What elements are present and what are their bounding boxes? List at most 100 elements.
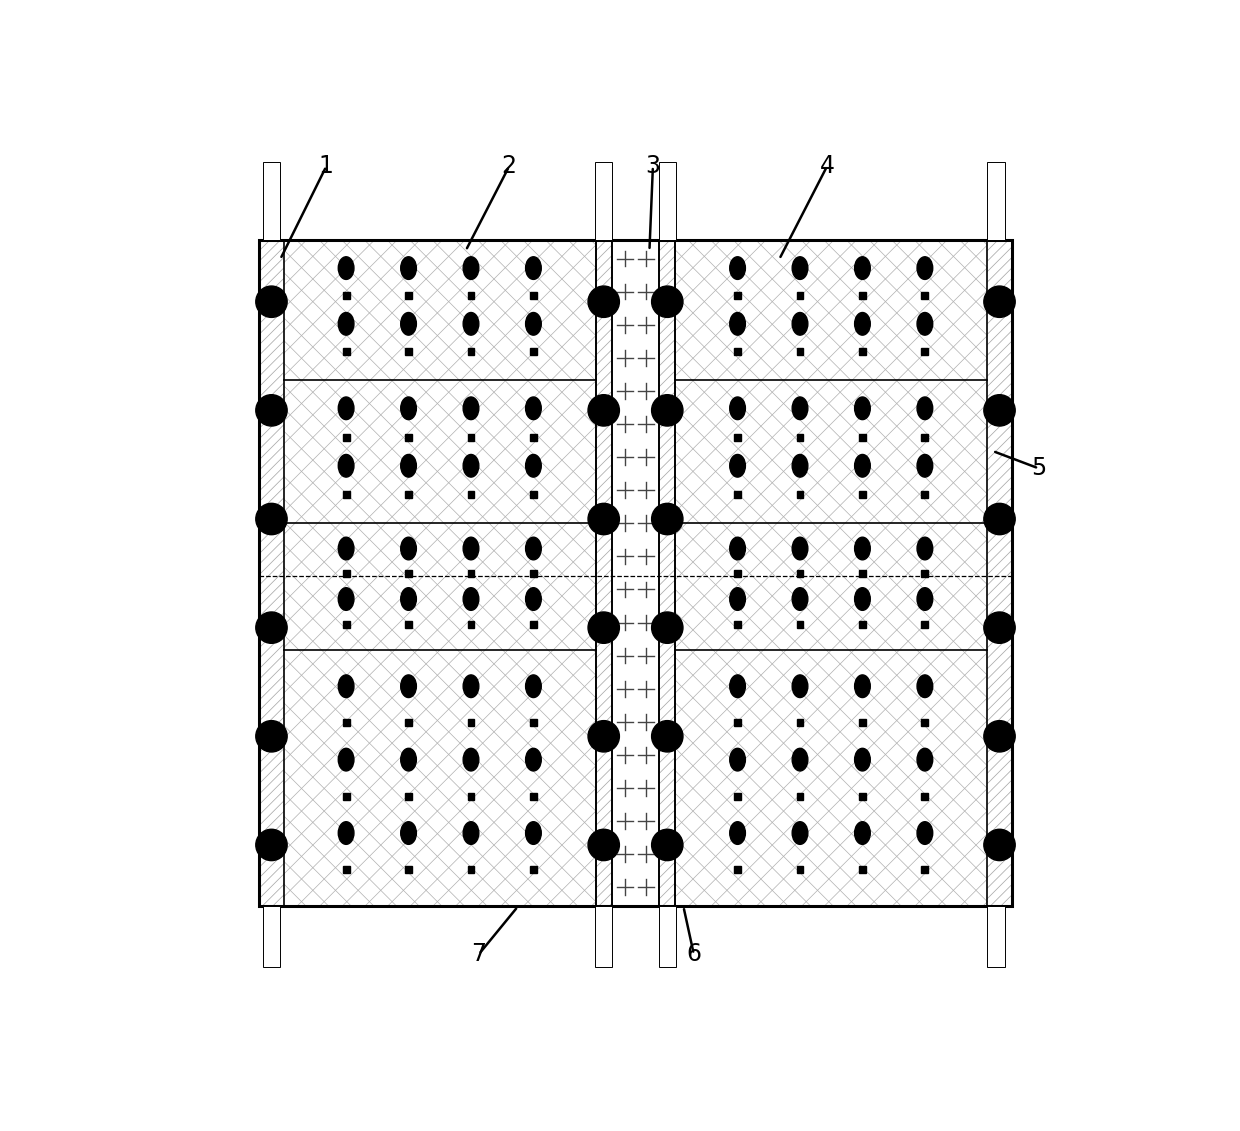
Ellipse shape [854,537,870,560]
Ellipse shape [854,749,870,771]
Bar [405,866,412,873]
Ellipse shape [526,588,542,611]
Ellipse shape [729,257,745,279]
Ellipse shape [792,749,807,771]
Ellipse shape [339,455,353,477]
Bar [263,906,280,967]
Ellipse shape [526,749,542,771]
Ellipse shape [854,257,870,279]
Text: 2: 2 [502,154,517,179]
Ellipse shape [464,537,479,560]
Ellipse shape [401,455,417,477]
Ellipse shape [339,312,353,335]
Bar [467,793,475,800]
Ellipse shape [918,257,932,279]
Ellipse shape [464,749,479,771]
Bar [734,491,742,498]
Bar [921,570,929,577]
Ellipse shape [464,455,479,477]
Bar [259,240,1012,906]
Bar [467,433,475,441]
Bar [734,433,742,441]
Circle shape [588,503,620,535]
Bar [595,906,613,967]
Bar [987,906,1004,967]
Bar [921,793,929,800]
Bar [342,293,350,300]
Ellipse shape [526,822,542,845]
Bar [529,433,537,441]
Circle shape [588,829,620,861]
Ellipse shape [729,822,745,845]
Bar [595,162,613,240]
Bar [921,491,929,498]
Bar [859,433,866,441]
Ellipse shape [464,822,479,845]
Ellipse shape [792,822,807,845]
Ellipse shape [526,455,542,477]
Ellipse shape [729,749,745,771]
Bar [796,621,804,628]
Bar [529,570,537,577]
Bar [467,719,475,726]
Circle shape [588,395,620,426]
Bar [796,433,804,441]
Ellipse shape [918,397,932,420]
Circle shape [255,720,288,752]
Bar [796,293,804,300]
Bar [529,348,537,355]
Bar [529,793,537,800]
Bar [611,240,660,906]
Ellipse shape [401,397,417,420]
Ellipse shape [729,312,745,335]
Bar [859,793,866,800]
Bar [796,570,804,577]
Circle shape [651,612,683,644]
Circle shape [255,286,288,318]
Ellipse shape [401,537,417,560]
Circle shape [983,829,1016,861]
Ellipse shape [854,588,870,611]
Bar [796,719,804,726]
Bar [734,570,742,577]
Ellipse shape [854,397,870,420]
Bar [529,491,537,498]
Circle shape [255,503,288,535]
Circle shape [651,720,683,752]
Ellipse shape [729,397,745,420]
Circle shape [651,286,683,318]
Ellipse shape [854,675,870,698]
Ellipse shape [464,257,479,279]
Ellipse shape [339,749,353,771]
Ellipse shape [729,537,745,560]
Bar [658,162,676,240]
Circle shape [588,720,620,752]
Ellipse shape [729,675,745,698]
Bar [342,793,350,800]
Bar [796,793,804,800]
Ellipse shape [339,588,353,611]
Bar [921,293,929,300]
Ellipse shape [526,675,542,698]
Bar [529,293,537,300]
Circle shape [651,503,683,535]
Circle shape [255,829,288,861]
Bar [405,293,412,300]
Ellipse shape [918,312,932,335]
Bar [734,621,742,628]
Ellipse shape [792,257,807,279]
Ellipse shape [464,588,479,611]
Bar [921,433,929,441]
Bar [859,293,866,300]
Bar [405,621,412,628]
Bar [734,293,742,300]
Text: 5: 5 [1032,457,1047,481]
Circle shape [983,720,1016,752]
Ellipse shape [792,675,807,698]
Bar [259,240,1012,906]
Bar [467,293,475,300]
Ellipse shape [854,312,870,335]
Ellipse shape [854,455,870,477]
Bar [342,570,350,577]
Text: 1: 1 [319,154,334,179]
